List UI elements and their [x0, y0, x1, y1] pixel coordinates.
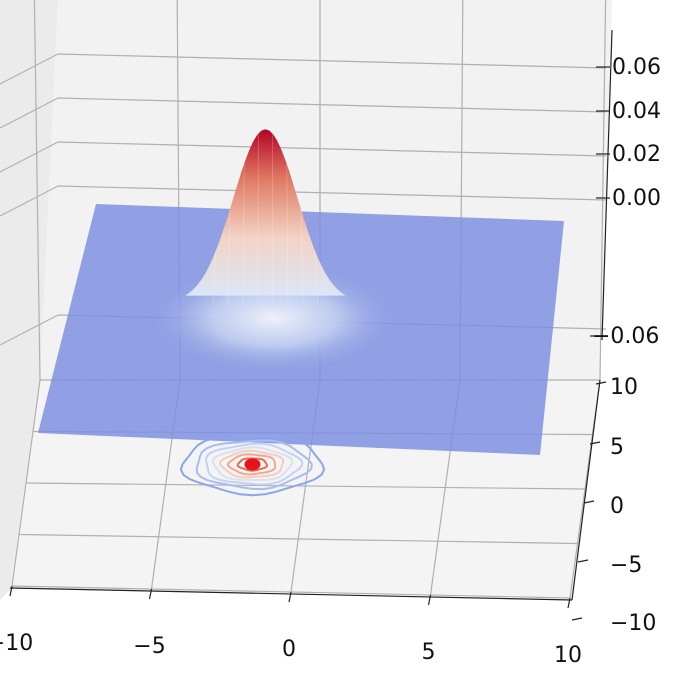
- x-tick-mark-1: [148, 588, 153, 600]
- contour-level-1: [195, 439, 313, 491]
- z-tick-label-1: 0.02: [612, 142, 661, 167]
- surface-peak-mesh-6: [286, 163, 289, 304]
- y-tick-mark-2: [583, 500, 595, 504]
- surface-peak-mesh-3: [242, 163, 245, 304]
- y-tick-label-2: 0: [610, 494, 624, 519]
- contour-projection: [179, 435, 326, 497]
- grid-back-x-0: [33, 0, 41, 381]
- surface-mesh-y-34: [87, 238, 561, 257]
- grid-back-x-4: [599, 0, 607, 381]
- surface-peak-mesh-2: [227, 209, 231, 304]
- contour-level-2: [205, 442, 304, 486]
- contour-level-5: [226, 453, 277, 476]
- contour-level-0: [179, 435, 326, 497]
- z-tick-label-2: 0.04: [612, 99, 661, 124]
- surface-peak-mesh-8: [314, 251, 319, 304]
- surface-mesh-x-34: [464, 218, 495, 452]
- grid-back-z-2: [57, 141, 607, 157]
- x-tick-label-3: 5: [422, 640, 436, 665]
- surface-mesh-x-37: [502, 219, 530, 454]
- grid-left-z-2: [0, 141, 59, 173]
- y-tick-mark-3: [589, 441, 601, 445]
- grid-back-z-3: [57, 185, 607, 201]
- y-tick-label-1: −5: [610, 553, 642, 578]
- contour-center: [244, 458, 261, 471]
- grid-left-z-0: [0, 53, 59, 85]
- surface-mesh-y-36: [90, 226, 562, 245]
- surface-mesh-y-37: [91, 220, 563, 239]
- grid-back-z-0: [57, 53, 607, 69]
- y-tick-label-0: −10: [610, 611, 656, 636]
- y-axis-ticks: −10 −5 0 5 10: [571, 375, 656, 636]
- y-tick-label-4: 10: [610, 375, 638, 400]
- x-tick-mark-4: [567, 597, 571, 609]
- surface-mesh-x-38: [514, 220, 541, 454]
- surface-peak-mesh-1: [212, 251, 217, 304]
- surface-mesh-x-33: [451, 217, 483, 452]
- y-tick-label-3: 5: [610, 435, 624, 460]
- x-tick-mark-0: [9, 585, 13, 597]
- surface-mesh-x-30: [414, 216, 448, 450]
- x-tick-mark-3: [427, 594, 432, 606]
- y-tick-mark-1: [577, 559, 589, 563]
- surface-peak-mesh-7: [300, 209, 304, 304]
- z-axis-line: [601, 29, 613, 341]
- surface-mesh-x-36: [489, 219, 518, 453]
- grid-left-z-3: [0, 185, 59, 217]
- surface-mesh-x-35: [477, 218, 506, 453]
- surface-mesh-y-33: [85, 243, 560, 263]
- x-axis-ticks: −10 −5 0 5 10: [0, 585, 582, 668]
- contour-level-6: [236, 457, 269, 472]
- z-tick-label-3: 0.06: [612, 55, 661, 80]
- z-tick-label-0: 0.00: [612, 186, 661, 211]
- x-tick-mark-2: [288, 591, 292, 603]
- contour-level-3: [211, 446, 294, 482]
- surface-mesh-y-35: [88, 232, 562, 251]
- x-tick-label-1: −5: [133, 634, 165, 659]
- contour-level-4: [219, 449, 285, 479]
- surface-mesh-y-32: [84, 249, 560, 269]
- surface-mesh-x-31: [426, 217, 459, 451]
- y-tick-mark-4: [595, 381, 607, 385]
- surface: [38, 129, 564, 455]
- grid-left-z-1: [0, 97, 59, 129]
- surface-peak: [185, 129, 346, 296]
- x-tick-label-0: −10: [0, 631, 33, 656]
- grid-back-z-1: [57, 97, 607, 113]
- grid-left-z-4: [0, 314, 59, 346]
- surface-mesh-x-29: [401, 216, 436, 449]
- grid-floor-y-2: [25, 482, 586, 490]
- x-tick-label-4: 10: [554, 643, 582, 668]
- z-axis-ticks: 0.00 0.02 0.04 0.06 −0.06: [590, 55, 661, 349]
- surface-mesh-x-28: [389, 215, 424, 449]
- surface-mesh-x-39: [527, 220, 553, 455]
- grid-floor-y-1: [18, 533, 578, 545]
- y-axis-line: [571, 379, 601, 601]
- surface-mesh-y-39: [94, 209, 564, 228]
- surface-mesh-y-38: [93, 215, 563, 233]
- y-tick-mark-0: [571, 617, 583, 621]
- surface-mesh-x-32: [439, 217, 471, 451]
- z-tick-label-lower: −0.06: [592, 324, 659, 349]
- x-tick-label-2: 0: [282, 637, 296, 662]
